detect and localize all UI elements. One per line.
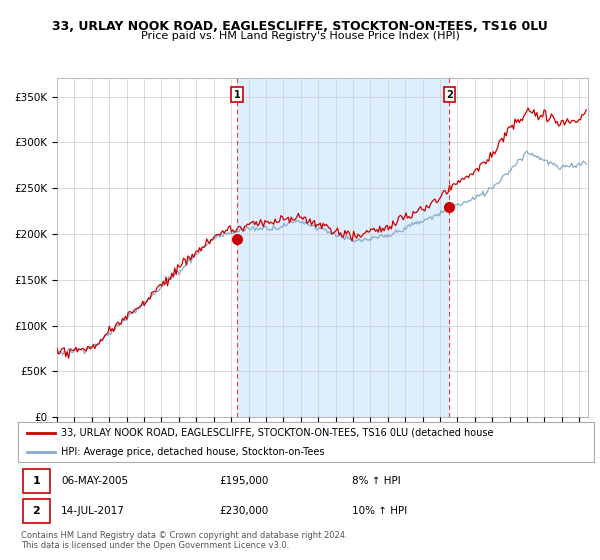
- Text: Price paid vs. HM Land Registry's House Price Index (HPI): Price paid vs. HM Land Registry's House …: [140, 31, 460, 41]
- Bar: [23, 498, 50, 523]
- Text: 14-JUL-2017: 14-JUL-2017: [61, 506, 125, 516]
- Text: 2: 2: [32, 506, 40, 516]
- Text: This data is licensed under the Open Government Licence v3.0.: This data is licensed under the Open Gov…: [21, 541, 289, 550]
- Text: 10% ↑ HPI: 10% ↑ HPI: [352, 506, 407, 516]
- Text: 1: 1: [234, 90, 241, 100]
- Text: 33, URLAY NOOK ROAD, EAGLESCLIFFE, STOCKTON-ON-TEES, TS16 0LU: 33, URLAY NOOK ROAD, EAGLESCLIFFE, STOCK…: [52, 20, 548, 32]
- Text: £195,000: £195,000: [220, 476, 269, 486]
- Bar: [23, 469, 50, 493]
- Text: 06-MAY-2005: 06-MAY-2005: [61, 476, 128, 486]
- Text: 2: 2: [446, 90, 453, 100]
- Text: 8% ↑ HPI: 8% ↑ HPI: [352, 476, 401, 486]
- Text: £230,000: £230,000: [220, 506, 269, 516]
- Text: 1: 1: [32, 476, 40, 486]
- Bar: [237, 78, 449, 417]
- Text: HPI: Average price, detached house, Stockton-on-Tees: HPI: Average price, detached house, Stoc…: [61, 447, 325, 457]
- Text: 33, URLAY NOOK ROAD, EAGLESCLIFFE, STOCKTON-ON-TEES, TS16 0LU (detached house: 33, URLAY NOOK ROAD, EAGLESCLIFFE, STOCK…: [61, 428, 494, 438]
- Text: Contains HM Land Registry data © Crown copyright and database right 2024.: Contains HM Land Registry data © Crown c…: [21, 531, 347, 540]
